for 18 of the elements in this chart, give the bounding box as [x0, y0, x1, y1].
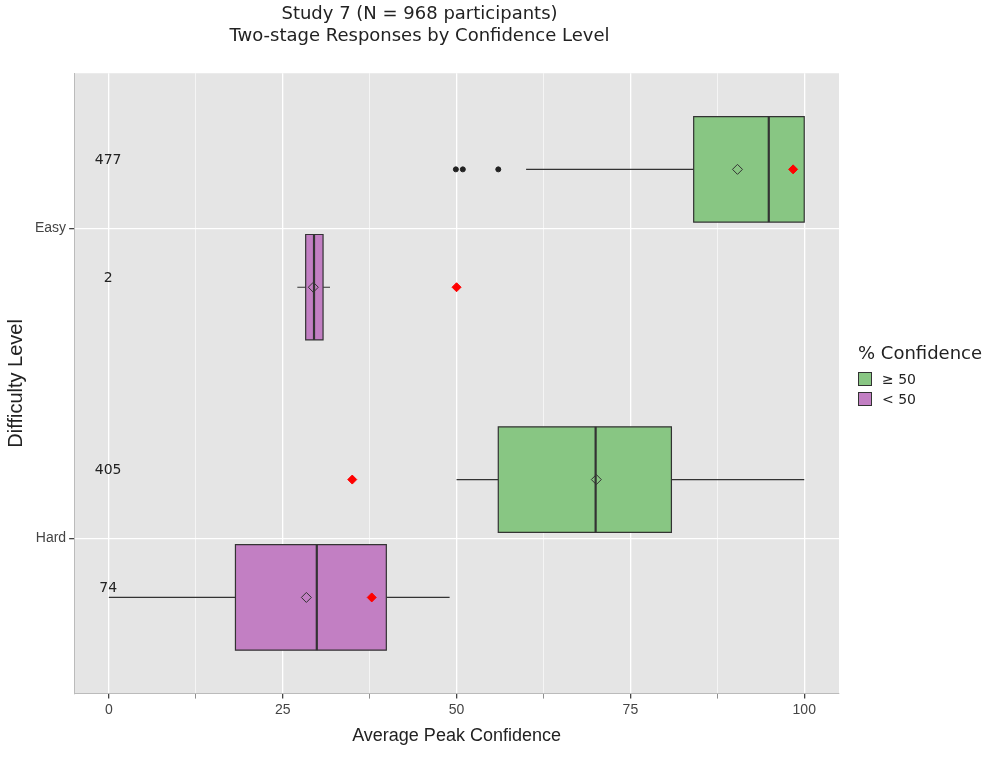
annotation: 74	[99, 579, 118, 596]
x-tick-label: 100	[792, 700, 817, 717]
legend-title: % Confidence	[858, 342, 983, 363]
legend-label: < 50	[882, 391, 916, 407]
annotation: 405	[94, 461, 122, 478]
legend-label: ≥ 50	[882, 371, 916, 387]
x-tick-label: 75	[622, 700, 639, 717]
y-tick-label: Easy	[35, 219, 67, 236]
chart-subtitle: Two-stage Responses by Confidence Level	[228, 24, 610, 46]
x-axis-title: Average Peak Confidence	[352, 725, 561, 746]
y-tick-label: Hard	[35, 529, 67, 546]
x-tick-label: 50	[448, 700, 465, 717]
x-tick-label: 0	[104, 700, 113, 717]
chart-title: Study 7 (N = 968 participants)	[281, 2, 558, 24]
annotation: 2	[103, 268, 113, 285]
annotation: 477	[94, 151, 122, 167]
x-tick-label: 25	[274, 700, 291, 717]
y-axis-title: Difficulty Level	[3, 319, 26, 448]
